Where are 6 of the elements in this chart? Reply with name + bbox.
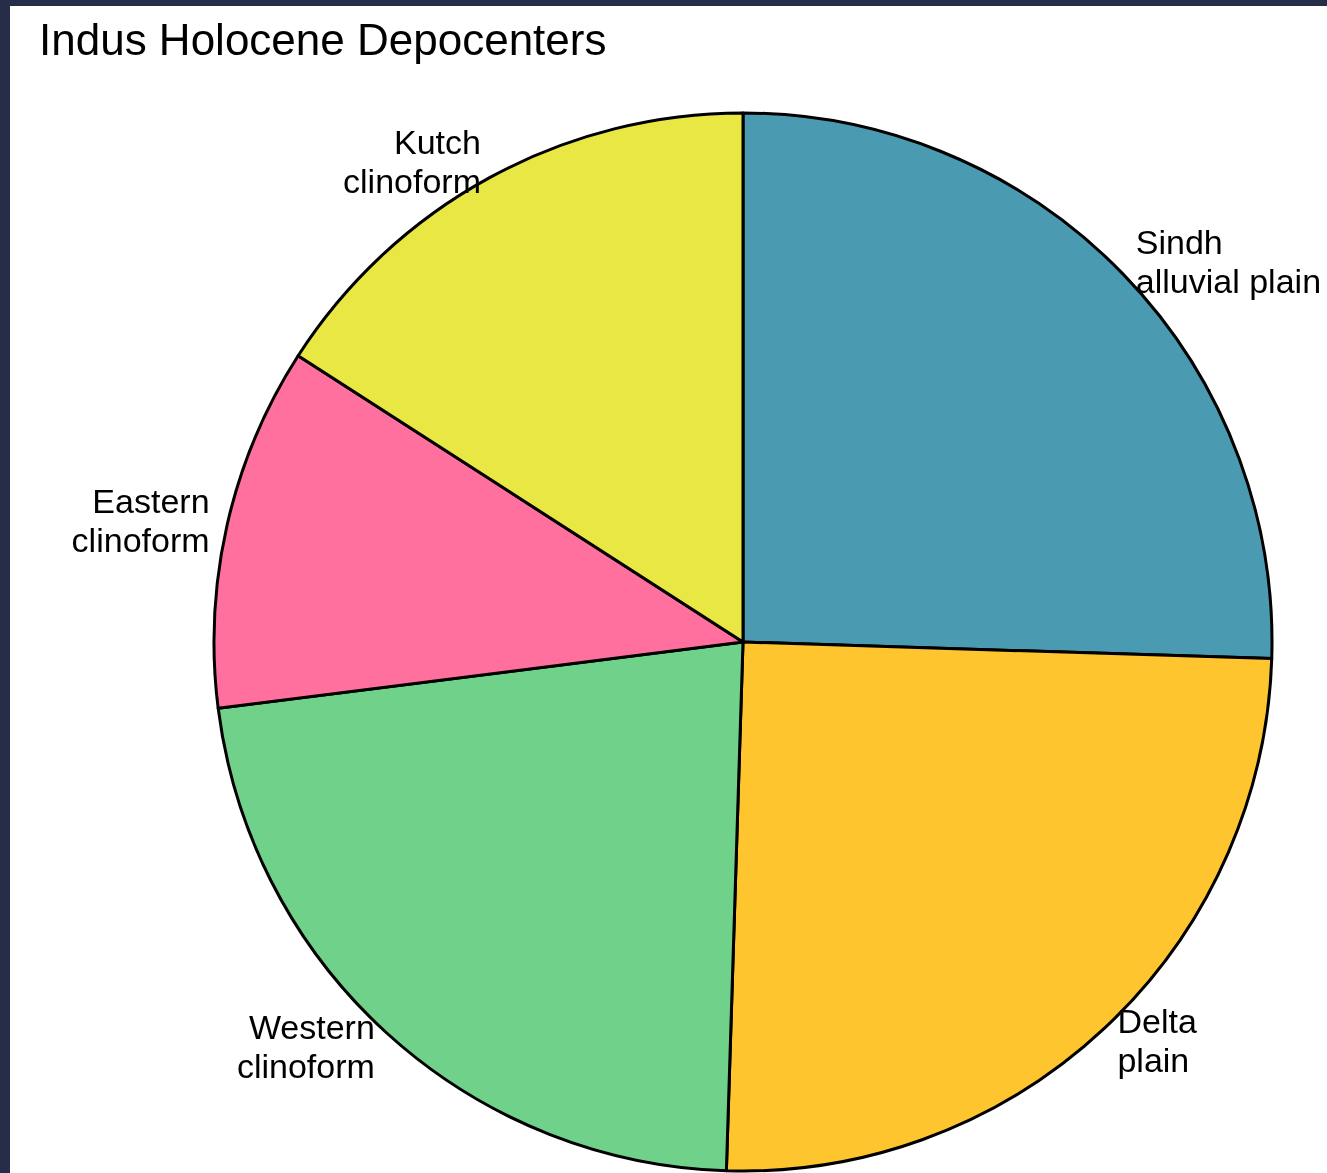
slice-label: Western clinoform (236, 1008, 375, 1086)
slice-label: Kutch clinoform (343, 123, 481, 201)
chart-title: Indus Holocene Depocenters (39, 14, 607, 64)
slice-label: Eastern clinoform (71, 482, 210, 560)
slice-label: Sindh alluvial plain (1135, 222, 1322, 300)
slice-label: Delta plain (1117, 1002, 1197, 1080)
